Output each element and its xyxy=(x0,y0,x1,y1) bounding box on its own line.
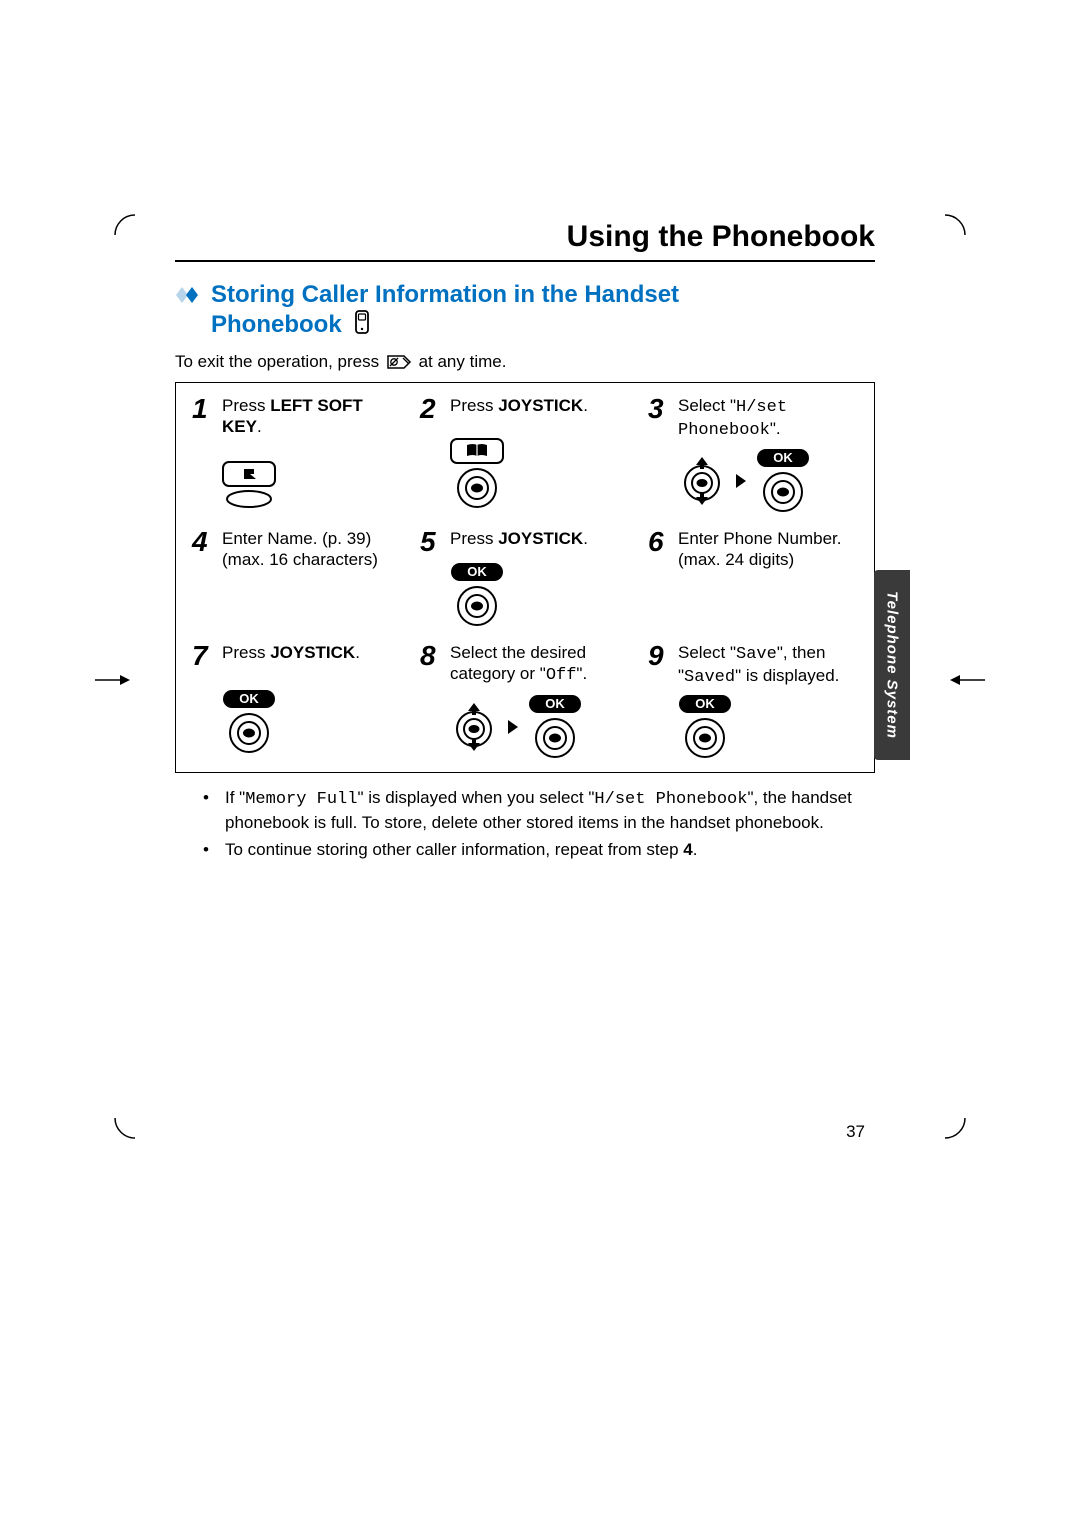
bullet-icon: • xyxy=(203,787,217,835)
side-tab: Telephone System xyxy=(874,570,910,760)
step-text: Select the desired category or "Off". xyxy=(450,642,630,688)
step-number: 1 xyxy=(192,395,214,449)
note-item: • To continue storing other caller inform… xyxy=(203,839,875,862)
note-text: To continue storing other caller informa… xyxy=(225,839,875,862)
step-text: Press JOYSTICK. xyxy=(450,395,630,429)
exit-note-pre: To exit the operation, press xyxy=(175,352,384,371)
page-number: 37 xyxy=(846,1122,865,1142)
step-number: 7 xyxy=(192,642,214,679)
step: 7Press JOYSTICK. OK xyxy=(192,642,402,761)
crop-mark-icon xyxy=(945,1118,985,1158)
side-tab-label: Telephone System xyxy=(884,591,901,739)
crop-mark-icon xyxy=(95,660,135,700)
step: 5 Press JOYSTICK. OK xyxy=(420,528,630,628)
step-icon: OK xyxy=(450,562,630,628)
handset-icon xyxy=(354,313,370,340)
step-text: Select "H/set Phonebook". xyxy=(678,395,858,442)
svg-text:OK: OK xyxy=(695,696,715,711)
crop-mark-icon xyxy=(945,195,985,235)
exit-note-post: at any time. xyxy=(419,352,507,371)
step-text: Press LEFT SOFT KEY. xyxy=(222,395,402,449)
svg-text:OK: OK xyxy=(239,691,259,706)
step-text: Press JOYSTICK. xyxy=(222,642,402,679)
step-icon: OK xyxy=(678,448,858,514)
step-icon xyxy=(222,455,402,514)
svg-text:OK: OK xyxy=(773,450,793,465)
step: 2Press JOYSTICK. xyxy=(420,395,630,514)
page-title: Using the Phonebook xyxy=(175,220,875,260)
steps-box: 1Press LEFT SOFT KEY. 2Press JOYSTICK. 3… xyxy=(175,382,875,773)
step-icon: OK xyxy=(678,694,858,760)
cancel-key-icon xyxy=(384,352,419,371)
step-number: 4 xyxy=(192,528,214,628)
step-number: 5 xyxy=(420,528,442,556)
step-text: Enter Name. (p. 39) (max. 16 characters) xyxy=(222,528,402,628)
content-area: Using the Phonebook Storing Caller Infor… xyxy=(175,220,875,866)
crop-mark-icon xyxy=(95,1118,135,1158)
svg-text:OK: OK xyxy=(545,696,565,711)
crop-mark-icon xyxy=(945,660,985,700)
section-title-line1: Storing Caller Information in the Handse… xyxy=(211,281,679,308)
svg-text:OK: OK xyxy=(467,564,487,579)
step: 4Enter Name. (p. 39) (max. 16 characters… xyxy=(192,528,402,628)
step-icon: OK xyxy=(222,685,402,760)
step-text: Enter Phone Number. (max. 24 digits) xyxy=(678,528,858,628)
exit-note: To exit the operation, press at any time… xyxy=(175,352,875,372)
section-title-line2: Phonebook xyxy=(211,311,342,338)
step-icon: OK xyxy=(450,693,630,760)
step-number: 9 xyxy=(648,642,670,689)
diamond-bullet-icon xyxy=(175,286,203,304)
step: 6Enter Phone Number. (max. 24 digits) xyxy=(648,528,858,628)
step-text: Select "Save", then "Saved" is displayed… xyxy=(678,642,858,689)
step: 1Press LEFT SOFT KEY. xyxy=(192,395,402,514)
step-number: 2 xyxy=(420,395,442,429)
step-number: 3 xyxy=(648,395,670,442)
step-icon xyxy=(450,435,630,513)
page: Using the Phonebook Storing Caller Infor… xyxy=(0,0,1080,1528)
step: 3Select "H/set Phonebook". OK xyxy=(648,395,858,514)
note-text: If "Memory Full" is displayed when you s… xyxy=(225,787,875,835)
step-number: 6 xyxy=(648,528,670,628)
step: 9Select "Save", then "Saved" is displaye… xyxy=(648,642,858,761)
section-heading: Storing Caller Information in the Handse… xyxy=(175,280,875,342)
crop-mark-icon xyxy=(95,195,135,235)
notes: •If "Memory Full" is displayed when you … xyxy=(175,787,875,862)
step: 8Select the desired category or "Off". O… xyxy=(420,642,630,761)
step-number: 8 xyxy=(420,642,442,688)
bullet-icon: • xyxy=(203,839,217,862)
section-title: Storing Caller Information in the Handse… xyxy=(211,280,679,342)
note-item: •If "Memory Full" is displayed when you … xyxy=(203,787,875,835)
step-text: Press JOYSTICK. xyxy=(450,528,630,556)
page-title-rule: Using the Phonebook xyxy=(175,220,875,262)
